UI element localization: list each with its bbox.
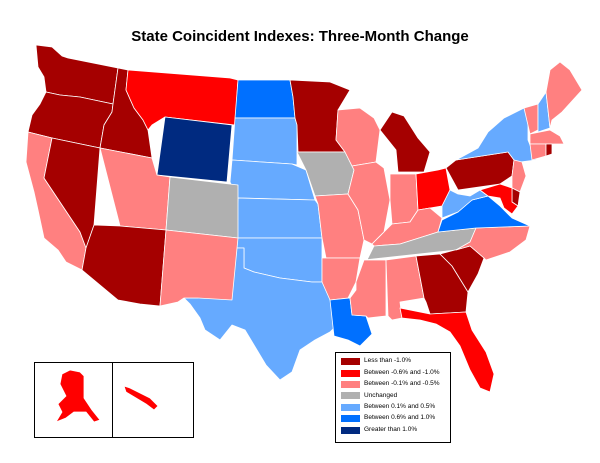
legend-item: Greater than 1.0% bbox=[341, 424, 445, 435]
state-HI bbox=[123, 385, 159, 411]
legend-swatch bbox=[341, 369, 360, 377]
legend-label: Between 0.1% and 0.5% bbox=[364, 403, 436, 410]
legend-label: Unchanged bbox=[364, 391, 398, 399]
state-NY bbox=[455, 107, 537, 163]
legend-item: Between 0.1% and 0.5% bbox=[341, 402, 445, 413]
state-FL bbox=[399, 307, 495, 393]
state-NJ bbox=[511, 159, 527, 193]
state-MT bbox=[125, 69, 239, 131]
legend-label: Between -0.1% and -0.5% bbox=[364, 380, 440, 388]
state-NC bbox=[455, 225, 531, 261]
legend-item: Between -0.1% and -0.5% bbox=[341, 379, 445, 390]
legend-item: Between 0.6% and 1.0% bbox=[341, 413, 445, 424]
map-title: State Coincident Indexes: Three-Month Ch… bbox=[131, 28, 469, 45]
legend-label: Between -0.6% and -1.0% bbox=[364, 368, 440, 376]
legend-item: Less than -1.0% bbox=[341, 356, 445, 367]
state-ND bbox=[234, 79, 296, 119]
inset-frame bbox=[34, 362, 194, 438]
legend-swatch bbox=[341, 403, 360, 411]
state-PA bbox=[445, 151, 515, 191]
legend-item: Unchanged bbox=[341, 390, 445, 401]
state-VA bbox=[437, 195, 531, 233]
state-MS bbox=[349, 259, 387, 319]
state-WY bbox=[156, 116, 233, 183]
legend-swatch bbox=[341, 380, 360, 388]
state-AZ bbox=[81, 224, 167, 307]
state-RI bbox=[545, 143, 553, 157]
state-CT bbox=[529, 143, 547, 161]
state-ME bbox=[545, 61, 583, 129]
state-KS bbox=[234, 197, 323, 239]
legend-item: Between -0.6% and -1.0% bbox=[341, 367, 445, 378]
inset-divider bbox=[112, 362, 113, 438]
state-MA bbox=[529, 129, 565, 145]
legend-swatch bbox=[341, 426, 360, 434]
legend-swatch bbox=[341, 415, 360, 423]
legend-label: Between 0.6% and 1.0% bbox=[364, 414, 436, 422]
legend-label: Greater than 1.0% bbox=[364, 425, 418, 433]
state-MD bbox=[479, 183, 519, 215]
state-CO bbox=[165, 176, 239, 239]
map-legend: Less than -1.0% Between -0.6% and -1.0% Be… bbox=[335, 352, 451, 443]
legend-swatch bbox=[341, 392, 360, 400]
state-MI bbox=[379, 111, 431, 173]
state-NE bbox=[229, 159, 316, 201]
state-NM bbox=[159, 229, 239, 307]
state-SD bbox=[231, 117, 298, 166]
state-AK bbox=[55, 369, 101, 423]
legend-swatch bbox=[341, 358, 360, 366]
legend-label: Less than -1.0% bbox=[364, 357, 411, 365]
